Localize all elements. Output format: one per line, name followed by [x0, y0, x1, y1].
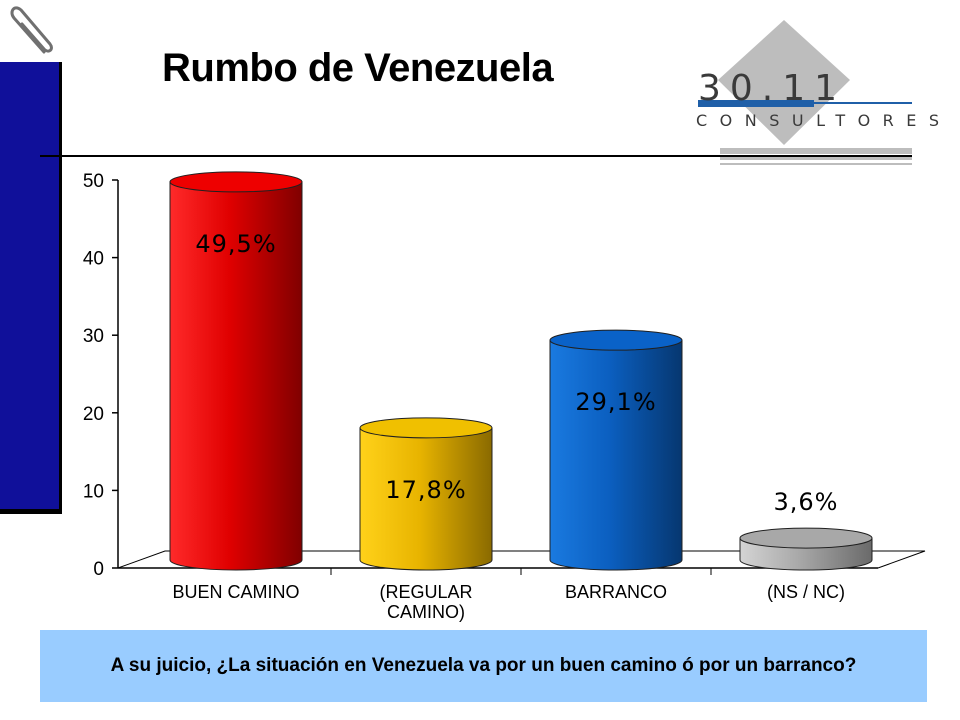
sidebar-bar — [0, 62, 62, 514]
company-logo: 30.11 CONSULTORES — [680, 20, 939, 180]
paperclip-box — [0, 0, 62, 62]
x-category-label: (NS / NC) — [767, 582, 845, 602]
y-tick-label: 10 — [83, 481, 104, 502]
page-title: Rumbo de Venezuela — [162, 46, 554, 90]
x-category-label: CAMINO) — [387, 602, 465, 622]
bar-top — [169, 171, 303, 193]
question-text: A su juicio, ¿La situación en Venezuela … — [110, 655, 857, 676]
bar — [549, 329, 683, 571]
logo-subtitle: CONSULTORES — [696, 111, 952, 130]
bar — [169, 171, 303, 571]
bar-body — [359, 427, 493, 571]
y-tick-label: 20 — [83, 404, 104, 425]
y-tick-label: 50 — [83, 171, 104, 192]
question-box: A su juicio, ¿La situación en Venezuela … — [40, 630, 927, 702]
bar-top — [359, 417, 493, 439]
bar-body — [549, 339, 683, 571]
bar-chart: 0 10 20 30 40 50 49,5% 17,8% 29,1% 3,6% BUEN CAM… — [83, 171, 926, 622]
y-tick-label: 30 — [83, 326, 104, 347]
data-label: 17,8% — [385, 476, 466, 504]
title-divider — [40, 155, 912, 157]
x-category-label: BARRANCO — [565, 582, 667, 602]
bar-top — [549, 329, 683, 351]
data-label: 49,5% — [195, 230, 276, 258]
data-label: 3,6% — [774, 488, 839, 516]
y-tick-label: 0 — [93, 559, 104, 580]
logo-number: 30.11 — [698, 68, 847, 109]
bar — [359, 417, 493, 571]
y-tick-label: 40 — [83, 249, 104, 270]
x-category-label: BUEN CAMINO — [172, 582, 299, 602]
data-label: 29,1% — [575, 388, 656, 416]
logo-graphic — [698, 20, 912, 165]
bar-top — [739, 527, 873, 549]
x-category-label: (REGULAR — [379, 582, 472, 602]
bar-body — [169, 181, 303, 571]
bar — [739, 527, 873, 571]
paperclip-icon — [10, 6, 53, 54]
